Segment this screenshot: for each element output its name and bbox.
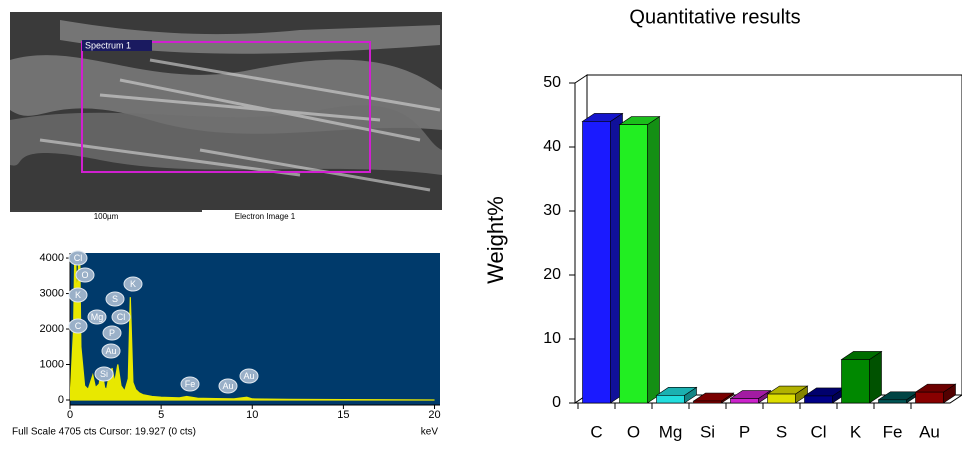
bar <box>657 395 685 403</box>
y-tick-label: 0 <box>58 394 64 406</box>
x-axis-label: keV <box>421 427 439 438</box>
y-tick-label: 2000 <box>40 323 64 335</box>
bar <box>768 394 796 403</box>
y-tick-label: 3000 <box>40 287 64 299</box>
x-tick-label: Au <box>919 422 940 441</box>
x-tick-label: Mg <box>659 422 683 441</box>
y-tick-label: 30 <box>543 202 561 219</box>
peak-label: Au <box>243 371 254 381</box>
x-tick-label: 10 <box>246 409 258 421</box>
peak-label: Au <box>105 346 116 356</box>
bar <box>620 125 648 403</box>
bar <box>916 392 944 403</box>
x-tick-label: Cl <box>810 422 826 441</box>
peak-label: P <box>109 328 115 338</box>
peak-label: K <box>130 279 136 289</box>
image-caption: Electron Image 1 <box>235 212 296 221</box>
peak-label: Cl <box>117 312 126 322</box>
x-tick-label: S <box>776 422 787 441</box>
x-tick-label: C <box>590 422 602 441</box>
x-tick-label: K <box>850 422 862 441</box>
x-tick-label: P <box>739 422 750 441</box>
x-tick-label: Fe <box>883 422 903 441</box>
chart-title: Quantitative results <box>629 6 800 28</box>
peak-label: S <box>112 294 118 304</box>
peak-label: O <box>81 270 88 280</box>
scale-label: 100µm <box>94 212 119 221</box>
x-tick-label: 0 <box>67 409 73 421</box>
bar <box>805 396 833 403</box>
plot-background <box>70 253 440 405</box>
peak-label: K <box>75 290 81 300</box>
y-tick-label: 40 <box>543 138 561 155</box>
y-tick-label: 4000 <box>40 252 64 264</box>
bar-side <box>648 117 660 403</box>
bar-side <box>870 351 882 403</box>
y-tick-label: 20 <box>543 266 561 283</box>
y-axis-label: Weight% <box>483 196 508 284</box>
x-tick-label: Si <box>700 422 715 441</box>
y-tick-label: 1000 <box>40 358 64 370</box>
x-tick-label: 15 <box>337 409 349 421</box>
bar <box>583 121 611 403</box>
bar <box>694 401 722 403</box>
peak-label: Au <box>222 381 233 391</box>
peak-label: Si <box>100 369 108 379</box>
footer: Full Scale 4705 cts Cursor: 19.927 (0 ct… <box>12 427 196 438</box>
bar <box>731 399 759 403</box>
y-tick-label: 50 <box>543 74 561 91</box>
figure: Spectrum 1 100µm Electron Image 1 010002… <box>0 0 962 444</box>
bar <box>879 400 907 403</box>
x-tick-label: 5 <box>158 409 164 421</box>
peak-label: Cl <box>74 253 83 263</box>
y-tick-label: 10 <box>543 330 561 347</box>
peak-label: Mg <box>91 312 104 322</box>
sem-image: Spectrum 1 100µm Electron Image 1 <box>10 12 442 221</box>
x-tick-label: O <box>627 422 640 441</box>
peak-label: C <box>75 321 82 331</box>
x-tick-label: 20 <box>428 409 440 421</box>
bar <box>842 359 870 403</box>
peak-label: Fe <box>185 379 196 389</box>
spectrum-label: Spectrum 1 <box>85 40 131 50</box>
y-tick-label: 0 <box>552 394 561 411</box>
